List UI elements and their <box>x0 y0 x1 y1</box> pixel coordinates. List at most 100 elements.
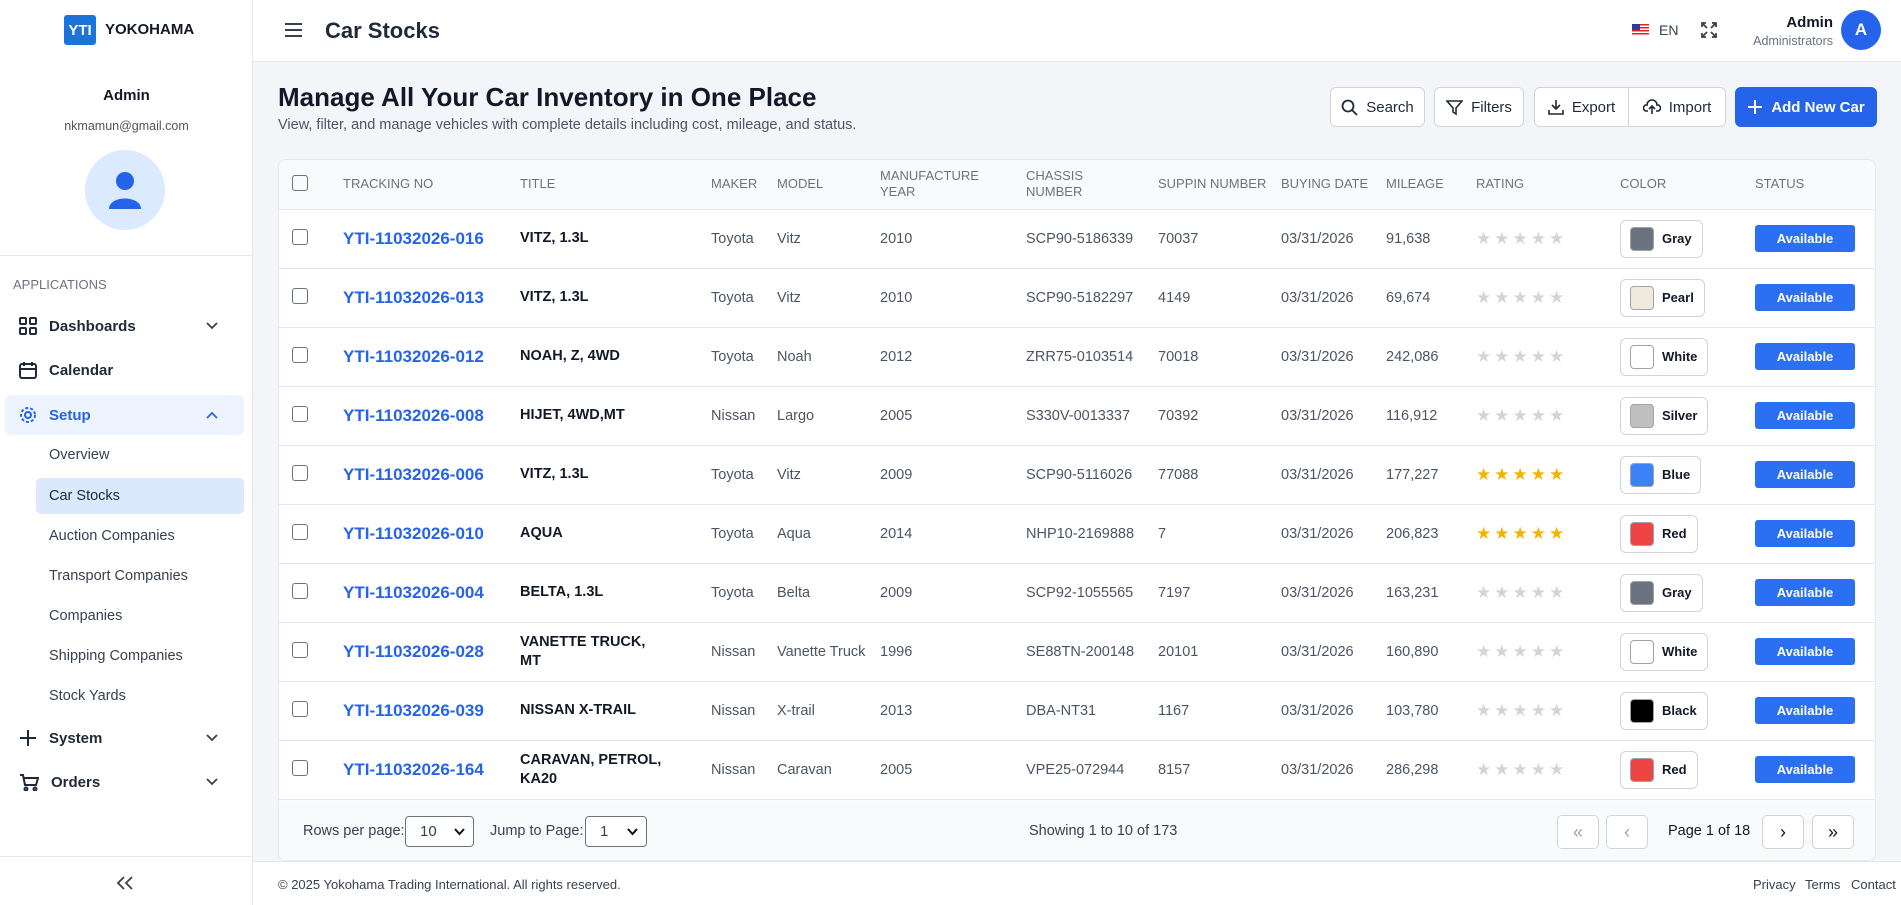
status-badge[interactable]: Available <box>1755 579 1855 606</box>
color-chip: Pearl <box>1620 278 1705 317</box>
tracking-link[interactable]: YTI-11032026-039 <box>343 700 484 720</box>
cell: 4149 <box>1158 268 1281 328</box>
tracking-link[interactable]: YTI-11032026-008 <box>343 405 484 425</box>
status-badge[interactable]: Available <box>1755 520 1855 547</box>
menu-item[interactable]: Calendar <box>5 350 244 390</box>
row-checkbox[interactable] <box>292 405 308 422</box>
submenu-item[interactable]: Shipping Companies <box>49 648 183 664</box>
swatch <box>1630 462 1654 487</box>
star: ★ <box>1549 464 1565 484</box>
icon <box>19 362 37 379</box>
cell: ★ ★ ★ ★ ★ <box>1476 327 1620 387</box>
star: ★ <box>1476 287 1492 307</box>
menu-item-active[interactable]: Setup <box>5 395 244 435</box>
menu-item[interactable]: System <box>5 718 244 758</box>
submenu-item[interactable]: Overview <box>49 447 110 463</box>
logo[interactable]: YTI <box>64 15 96 45</box>
cell: 7 <box>1158 504 1281 564</box>
filters-button[interactable]: Filters <box>1434 87 1524 127</box>
row-checkbox[interactable] <box>292 582 308 599</box>
status-badge[interactable]: Available <box>1755 225 1855 252</box>
tracking-link[interactable]: YTI-11032026-006 <box>343 464 484 484</box>
cell-text: 2009 <box>880 466 913 483</box>
page-select[interactable]: 1 <box>585 816 647 847</box>
cell-text: Nissan <box>711 407 756 424</box>
submenu-item[interactable]: Stock Yards <box>49 688 126 704</box>
row-checkbox[interactable] <box>292 287 308 304</box>
footer-link[interactable]: Privacy <box>1753 877 1796 892</box>
cell: NOAH, Z, 4WD <box>520 327 711 387</box>
tracking-link[interactable]: YTI-11032026-012 <box>343 346 484 366</box>
menu-item[interactable]: Orders <box>5 762 244 802</box>
cell-text: 103,780 <box>1386 702 1439 719</box>
swatch <box>1630 403 1654 428</box>
cell: 70037 <box>1158 209 1281 269</box>
status-badge[interactable]: Available <box>1755 756 1855 783</box>
submenu-item[interactable]: Companies <box>49 608 123 624</box>
status-badge[interactable]: Available <box>1755 402 1855 429</box>
submenu-item[interactable]: Auction Companies <box>49 528 175 544</box>
cell: Pearl <box>1620 268 1755 328</box>
tracking-link[interactable]: YTI-11032026-028 <box>343 641 484 661</box>
select-all[interactable] <box>292 174 308 191</box>
cell: Silver <box>1620 386 1755 446</box>
tracking-link[interactable]: YTI-11032026-164 <box>343 759 484 779</box>
prev-page[interactable]: ‹ <box>1606 815 1648 849</box>
first-page[interactable]: « <box>1557 815 1599 849</box>
cell: 2009 <box>880 563 1026 623</box>
export-button[interactable]: Export <box>1535 88 1629 126</box>
star: ★ <box>1530 523 1546 543</box>
row-checkbox[interactable] <box>292 759 308 776</box>
row-checkbox[interactable] <box>292 346 308 363</box>
row-checkbox[interactable] <box>292 700 308 717</box>
icon <box>1748 100 1763 114</box>
star: ★ <box>1512 228 1528 248</box>
cell-text: 2012 <box>880 348 913 365</box>
footer-link[interactable]: Contact <box>1851 877 1896 892</box>
icon <box>1341 99 1358 116</box>
cell-text: 03/31/2026 <box>1281 466 1354 483</box>
status-badge[interactable]: Available <box>1755 284 1855 311</box>
fullscreen-button[interactable] <box>1701 22 1717 38</box>
last-page[interactable]: » <box>1812 815 1854 849</box>
language[interactable]: EN <box>1659 22 1679 38</box>
collapse-button[interactable] <box>116 875 134 891</box>
cell-text: 2013 <box>880 702 913 719</box>
cell-text: 2005 <box>880 761 913 778</box>
tracking-link[interactable]: YTI-11032026-004 <box>343 582 484 602</box>
search-button[interactable]: Search <box>1330 87 1425 127</box>
flag[interactable] <box>1632 24 1649 36</box>
status-badge[interactable]: Available <box>1755 638 1855 665</box>
import-button[interactable]: Import <box>1629 88 1725 126</box>
menu-toggle[interactable] <box>285 23 302 37</box>
cell-text: Belta <box>777 584 811 601</box>
table-row: YTI-11032026-010 AQUA Toyota Aqua 2014 NHP10-… <box>279 504 1875 564</box>
status-badge[interactable]: Available <box>1755 343 1855 370</box>
cell: Available <box>1755 268 1875 328</box>
user-avatar[interactable]: A <box>1841 10 1881 50</box>
cell <box>279 563 343 623</box>
rows-select[interactable]: 10 <box>405 816 474 847</box>
row-checkbox[interactable] <box>292 228 308 245</box>
status-badge[interactable]: Available <box>1755 697 1855 724</box>
add-button[interactable]: Add New Car <box>1735 87 1877 127</box>
tracking-link[interactable]: YTI-11032026-010 <box>343 523 484 543</box>
row-checkbox[interactable] <box>292 523 308 540</box>
star: ★ <box>1549 641 1565 661</box>
tracking-link[interactable]: YTI-11032026-013 <box>343 287 484 307</box>
status-badge[interactable]: Available <box>1755 461 1855 488</box>
footer-link[interactable]: Terms <box>1805 877 1841 892</box>
star: ★ <box>1549 759 1565 779</box>
cell-text: Toyota <box>711 525 754 542</box>
tracking-link[interactable]: YTI-11032026-016 <box>343 228 484 248</box>
color-name: Pearl <box>1662 290 1694 305</box>
next-page[interactable]: › <box>1762 815 1804 849</box>
submenu-item[interactable]: Transport Companies <box>49 568 188 584</box>
cell: Available <box>1755 504 1875 564</box>
row-checkbox[interactable] <box>292 641 308 658</box>
submenu-item-active[interactable]: Car Stocks <box>36 478 244 514</box>
cell: 163,231 <box>1386 563 1476 623</box>
menu-item[interactable]: Dashboards <box>5 306 244 346</box>
chevron <box>206 778 218 786</box>
row-checkbox[interactable] <box>292 464 308 481</box>
